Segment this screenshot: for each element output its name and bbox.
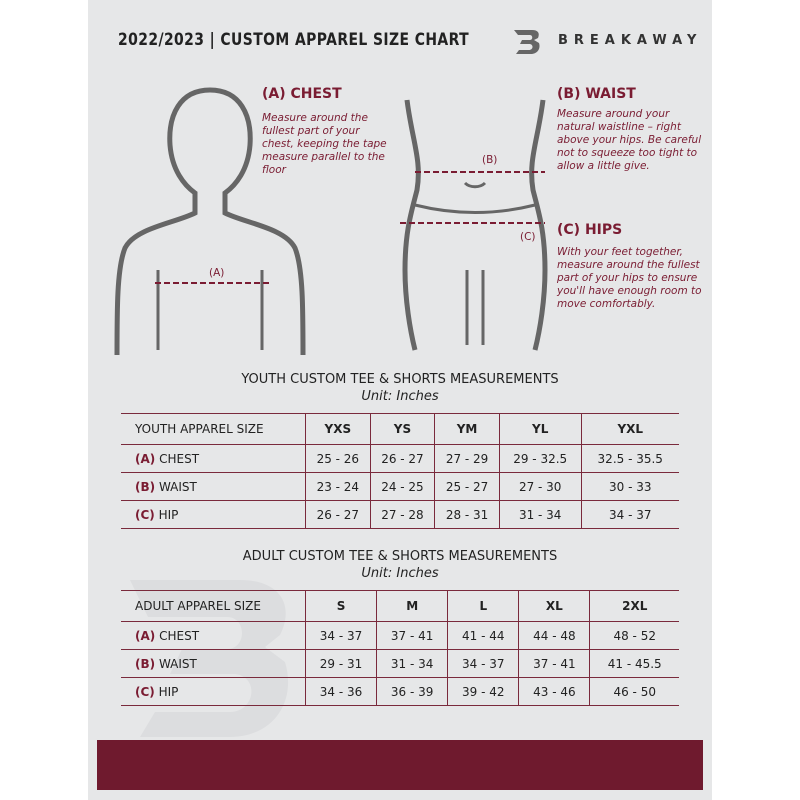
cell: 27 - 30 (498, 472, 582, 501)
cell: 43 - 46 (518, 677, 590, 706)
cell: 25 - 26 (305, 444, 371, 473)
upper-body-illustration-icon (114, 87, 306, 355)
size-label: YOUTH APPAREL SIZE (121, 413, 306, 445)
size-label: ADULT APPAREL SIZE (121, 590, 306, 622)
row-code: (C) (135, 507, 155, 522)
cell: 28 - 31 (434, 500, 500, 529)
table-row: (A) CHEST 25 - 26 26 - 27 27 - 29 29 - 32.5… (121, 444, 679, 473)
cell: 24 - 25 (369, 472, 435, 501)
waist-marker: (B) (482, 154, 498, 166)
row-code: (B) (135, 479, 156, 494)
cell: 37 - 41 (376, 621, 448, 650)
cell: 34 - 36 (304, 677, 377, 706)
hips-marker: (C) (520, 231, 536, 243)
cell: 27 - 28 (369, 500, 435, 529)
chest-marker: (A) (209, 267, 225, 279)
size-header: YXL (580, 413, 679, 445)
size-header: YM (434, 413, 500, 445)
size-header: YS (369, 413, 435, 445)
hips-instructions: With your feet together, measure around … (557, 246, 702, 310)
cell: 46 - 50 (589, 677, 679, 706)
table-header-row: YOUTH APPAREL SIZE YXS YS YM YL YXL (121, 413, 679, 445)
page-title: 2022/2023 | CUSTOM APPAREL SIZE CHART (118, 30, 470, 50)
youth-unit: Unit: Inches (361, 389, 439, 404)
youth-table-title: YOUTH CUSTOM TEE & SHORTS MEASUREMENTS (241, 372, 559, 387)
row-code: (B) (135, 656, 156, 671)
size-header: 2XL (589, 590, 679, 622)
cell: 41 - 44 (447, 621, 519, 650)
size-header: YL (498, 413, 582, 445)
row-label: WAIST (158, 656, 197, 671)
cell: 34 - 37 (447, 649, 519, 678)
row-code: (A) (135, 628, 156, 643)
table-row: (C) HIP 26 - 27 27 - 28 28 - 31 31 - 34 34 -… (121, 500, 679, 529)
cell: 25 - 27 (434, 472, 500, 501)
cell: 48 - 52 (589, 621, 679, 650)
cell: 41 - 45.5 (589, 649, 679, 678)
adult-size-table: ADULT APPAREL SIZE S M L XL 2XL (A) CHES… (121, 590, 679, 706)
cell: 36 - 39 (376, 677, 448, 706)
chest-heading: (A) CHEST (262, 86, 342, 102)
table-header-row: ADULT APPAREL SIZE S M L XL 2XL (121, 590, 679, 622)
cell: 39 - 42 (447, 677, 519, 706)
cell: 23 - 24 (305, 472, 371, 501)
cell: 30 - 33 (580, 472, 679, 501)
chest-instructions: Measure around the fullest part of your … (262, 112, 387, 176)
waist-instructions: Measure around your natural waistline – … (557, 108, 702, 172)
row-label: HIP (158, 684, 179, 699)
size-header: L (447, 590, 519, 622)
row-label: CHEST (159, 628, 200, 643)
hips-heading: (C) HIPS (557, 222, 623, 238)
cell: 44 - 48 (518, 621, 590, 650)
size-header: XL (518, 590, 590, 622)
adult-unit: Unit: Inches (361, 566, 439, 581)
youth-size-table: YOUTH APPAREL SIZE YXS YS YM YL YXL (A) … (121, 413, 679, 529)
row-label: CHEST (159, 451, 200, 466)
table-row: (B) WAIST 29 - 31 31 - 34 34 - 37 37 - 41 41… (121, 649, 679, 678)
size-header: M (376, 590, 448, 622)
cell: 37 - 41 (518, 649, 590, 678)
cell: 29 - 31 (304, 649, 377, 678)
row-code: (A) (135, 451, 156, 466)
table-row: (C) HIP 34 - 36 36 - 39 39 - 42 43 - 46 46 -… (121, 677, 679, 706)
cell: 29 - 32.5 (498, 444, 582, 473)
row-code: (C) (135, 684, 155, 699)
footer-band (97, 740, 703, 790)
adult-table-title: ADULT CUSTOM TEE & SHORTS MEASUREMENTS (242, 549, 558, 564)
size-header: YXS (305, 413, 371, 445)
cell: 26 - 27 (369, 444, 435, 473)
cell: 32.5 - 35.5 (580, 444, 679, 473)
size-header: S (304, 590, 377, 622)
cell: 27 - 29 (434, 444, 500, 473)
row-label: HIP (158, 507, 179, 522)
cell: 31 - 34 (498, 500, 582, 529)
cell: 34 - 37 (304, 621, 377, 650)
brand-name: BREAKAWAY (558, 33, 703, 48)
table-row: (B) WAIST 23 - 24 24 - 25 25 - 27 27 - 30 30… (121, 472, 679, 501)
breakaway-logo-icon (514, 30, 540, 54)
row-label: WAIST (158, 479, 197, 494)
cell: 34 - 37 (580, 500, 679, 529)
cell: 26 - 27 (305, 500, 371, 529)
waist-heading: (B) WAIST (557, 86, 636, 102)
table-row: (A) CHEST 34 - 37 37 - 41 41 - 44 44 - 48 48… (121, 621, 679, 650)
cell: 31 - 34 (376, 649, 448, 678)
lower-body-illustration-icon (400, 99, 548, 351)
